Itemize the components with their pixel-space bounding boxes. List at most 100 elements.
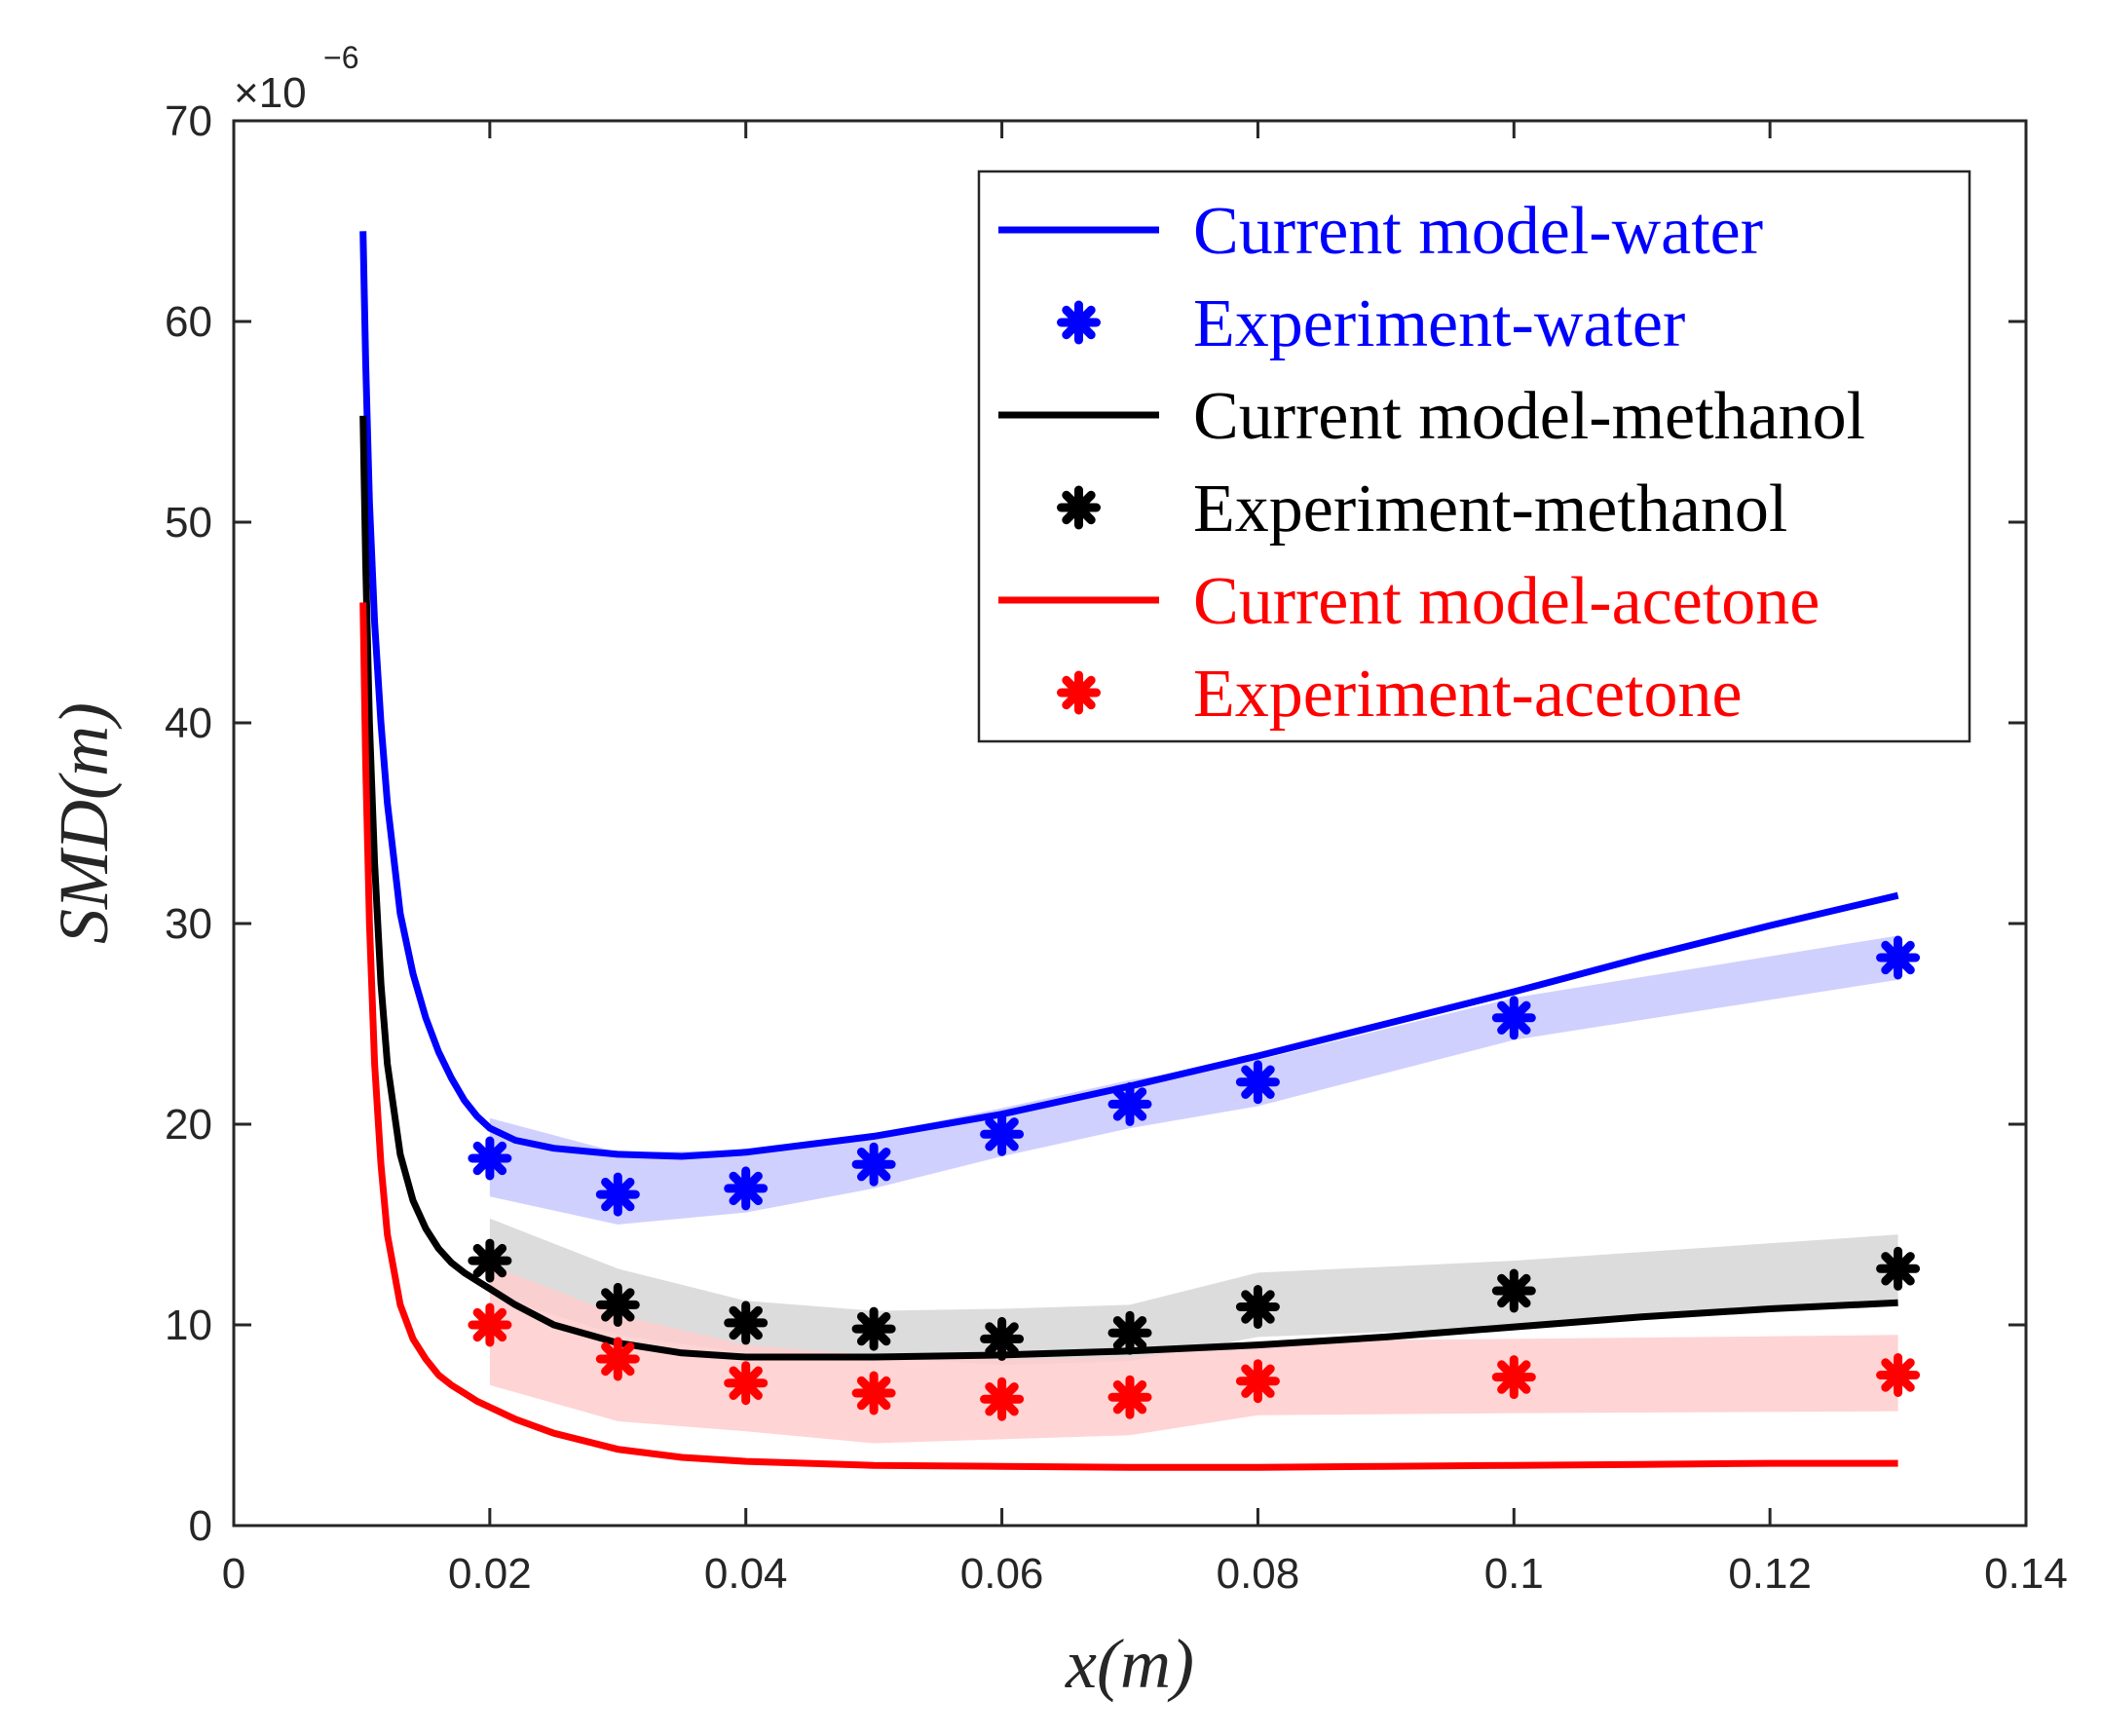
experiment-methanol-point-stroke (985, 1322, 1019, 1356)
bands-layer (489, 935, 1898, 1444)
experiment-water-point-stroke (1112, 1087, 1147, 1121)
legend: Current model-water Experiment-water Curre… (977, 170, 1971, 743)
experiment-acetone-point (851, 1371, 896, 1415)
experiment-water-point-stroke (729, 1171, 763, 1206)
experiment-methanol-point (468, 1238, 512, 1283)
x-tick-label: 0.1 (1484, 1550, 1544, 1598)
current-model-water-line (359, 231, 1899, 1160)
experiment-methanol-point-stroke (1881, 1252, 1915, 1286)
legend-current-model-water-label: Current model-water (1193, 194, 1763, 269)
current-model-acetone-line (359, 602, 1898, 1471)
experiment-methanol-point (980, 1316, 1025, 1361)
legend-experiment-acetone-swatch-stroke (1062, 675, 1096, 710)
y-tick-label: 0 (189, 1502, 212, 1550)
experiment-acetone-point (1107, 1375, 1152, 1419)
y-multiplier-exponent: −6 (323, 40, 358, 75)
experiment-methanol-point-stroke (472, 1243, 507, 1278)
experiment-water-point-stroke (601, 1177, 635, 1212)
legend-box (977, 170, 1971, 743)
experiment-acetone-point-stroke (601, 1341, 635, 1377)
y-tick-label: 10 (165, 1302, 212, 1349)
legend-experiment-acetone-swatch (1057, 670, 1101, 715)
y-multiplier-base: ×10 (234, 69, 307, 117)
legend-experiment-acetone-label: Experiment-acetone (1193, 657, 1743, 732)
experiment-water-point (1491, 996, 1536, 1040)
experiment-methanol-point-stroke (1497, 1273, 1531, 1308)
experiment-acetone-point (1876, 1353, 1921, 1397)
x-tick-label: 0.08 (1217, 1550, 1300, 1598)
experiment-acetone-point-stroke (985, 1382, 1019, 1416)
experiment-water-point-stroke (1497, 1000, 1531, 1035)
x-tick-label: 0 (222, 1550, 245, 1598)
y-tick-label: 30 (165, 900, 212, 948)
x-tick-label: 0.14 (1984, 1550, 2068, 1598)
legend-current-model-acetone-label: Current model-acetone (1193, 564, 1820, 639)
experiment-water-point (724, 1166, 769, 1211)
experiment-water-point-stroke (1881, 940, 1915, 975)
legend-current-model-methanol-label: Current model-methanol (1193, 379, 1865, 454)
experiment-acetone-point-stroke (729, 1366, 763, 1400)
experiment-acetone-point (1235, 1359, 1280, 1404)
experiment-methanol-band (489, 1218, 1898, 1366)
y-tick-label: 20 (165, 1101, 212, 1149)
legend-experiment-water-swatch (1057, 300, 1101, 345)
y-tick-label: 50 (165, 499, 212, 547)
experiment-methanol-point (1491, 1268, 1536, 1313)
experiment-methanol-point-stroke (1241, 1290, 1275, 1324)
experiment-acetone-point (468, 1302, 512, 1347)
experiment-acetone-point-stroke (1497, 1360, 1531, 1394)
experiment-acetone-point (980, 1377, 1025, 1421)
y-tick-label: 70 (165, 97, 212, 145)
x-tick-label: 0.06 (960, 1550, 1044, 1598)
experiment-water-band (489, 935, 1898, 1225)
experiment-water-point (1235, 1060, 1280, 1105)
x-tick-label: 0.04 (704, 1550, 788, 1598)
experiment-methanol-point-stroke (1112, 1316, 1147, 1350)
experiment-methanol-point-stroke (856, 1311, 891, 1346)
experiment-methanol-point-stroke (729, 1305, 763, 1340)
experiment-methanol-point (724, 1301, 769, 1345)
x-tick-label: 0.02 (448, 1550, 532, 1598)
experiment-water-point-stroke (856, 1148, 891, 1182)
experiment-methanol-point (1876, 1246, 1921, 1291)
experiment-methanol-point (1235, 1285, 1280, 1329)
experiment-water-point (595, 1172, 640, 1217)
experiment-acetone-point-stroke (1881, 1358, 1915, 1392)
experiment-water-point (1876, 935, 1921, 980)
experiment-water-point (1107, 1081, 1152, 1126)
ticks-layer: 0 0.02 0.04 0.06 0.08 0.1 0.12 0.14 0 10 20 30 40 50 6… (165, 97, 2068, 1598)
current-model-methanol-line (359, 415, 1898, 1361)
experiment-methanol-point (1107, 1310, 1152, 1355)
legend-experiment-methanol-swatch-stroke (1062, 490, 1096, 525)
legend-experiment-water-label: Experiment-water (1193, 286, 1685, 361)
experiment-water-point-stroke (1241, 1065, 1275, 1099)
experiment-acetone-band (489, 1264, 1898, 1444)
experiment-methanol-point (595, 1282, 640, 1327)
experiment-water-point (980, 1112, 1025, 1156)
experiment-water-point (468, 1136, 512, 1181)
legend-experiment-water-swatch-stroke (1062, 305, 1096, 340)
experiment-acetone-point (724, 1361, 769, 1406)
y-tick-label: 60 (165, 298, 212, 346)
experiment-water-point (851, 1142, 896, 1187)
experiment-methanol-point (851, 1306, 896, 1351)
lines-layer (359, 231, 1899, 1471)
legend-entries: Current model-water Experiment-water Curre… (998, 194, 1865, 732)
experiment-acetone-point-stroke (1112, 1379, 1147, 1415)
experiment-acetone-point-stroke (1241, 1364, 1275, 1398)
experiment-water-point-stroke (985, 1117, 1019, 1151)
y-tick-label: 40 (165, 699, 212, 747)
axes-box (232, 119, 2028, 1528)
x-tick-label: 0.12 (1728, 1550, 1812, 1598)
experiment-acetone-point-stroke (472, 1307, 507, 1342)
legend-experiment-methanol-label: Experiment-methanol (1193, 472, 1787, 547)
experiment-water-point-stroke (472, 1141, 507, 1176)
markers-layer (468, 935, 1921, 1421)
legend-experiment-methanol-swatch (1057, 485, 1101, 530)
experiment-acetone-point (595, 1337, 640, 1381)
x-axis-label: x(m) (1065, 1625, 1194, 1703)
experiment-methanol-point-stroke (601, 1288, 635, 1322)
experiment-acetone-point (1491, 1355, 1536, 1400)
experiment-acetone-point-stroke (856, 1376, 891, 1411)
